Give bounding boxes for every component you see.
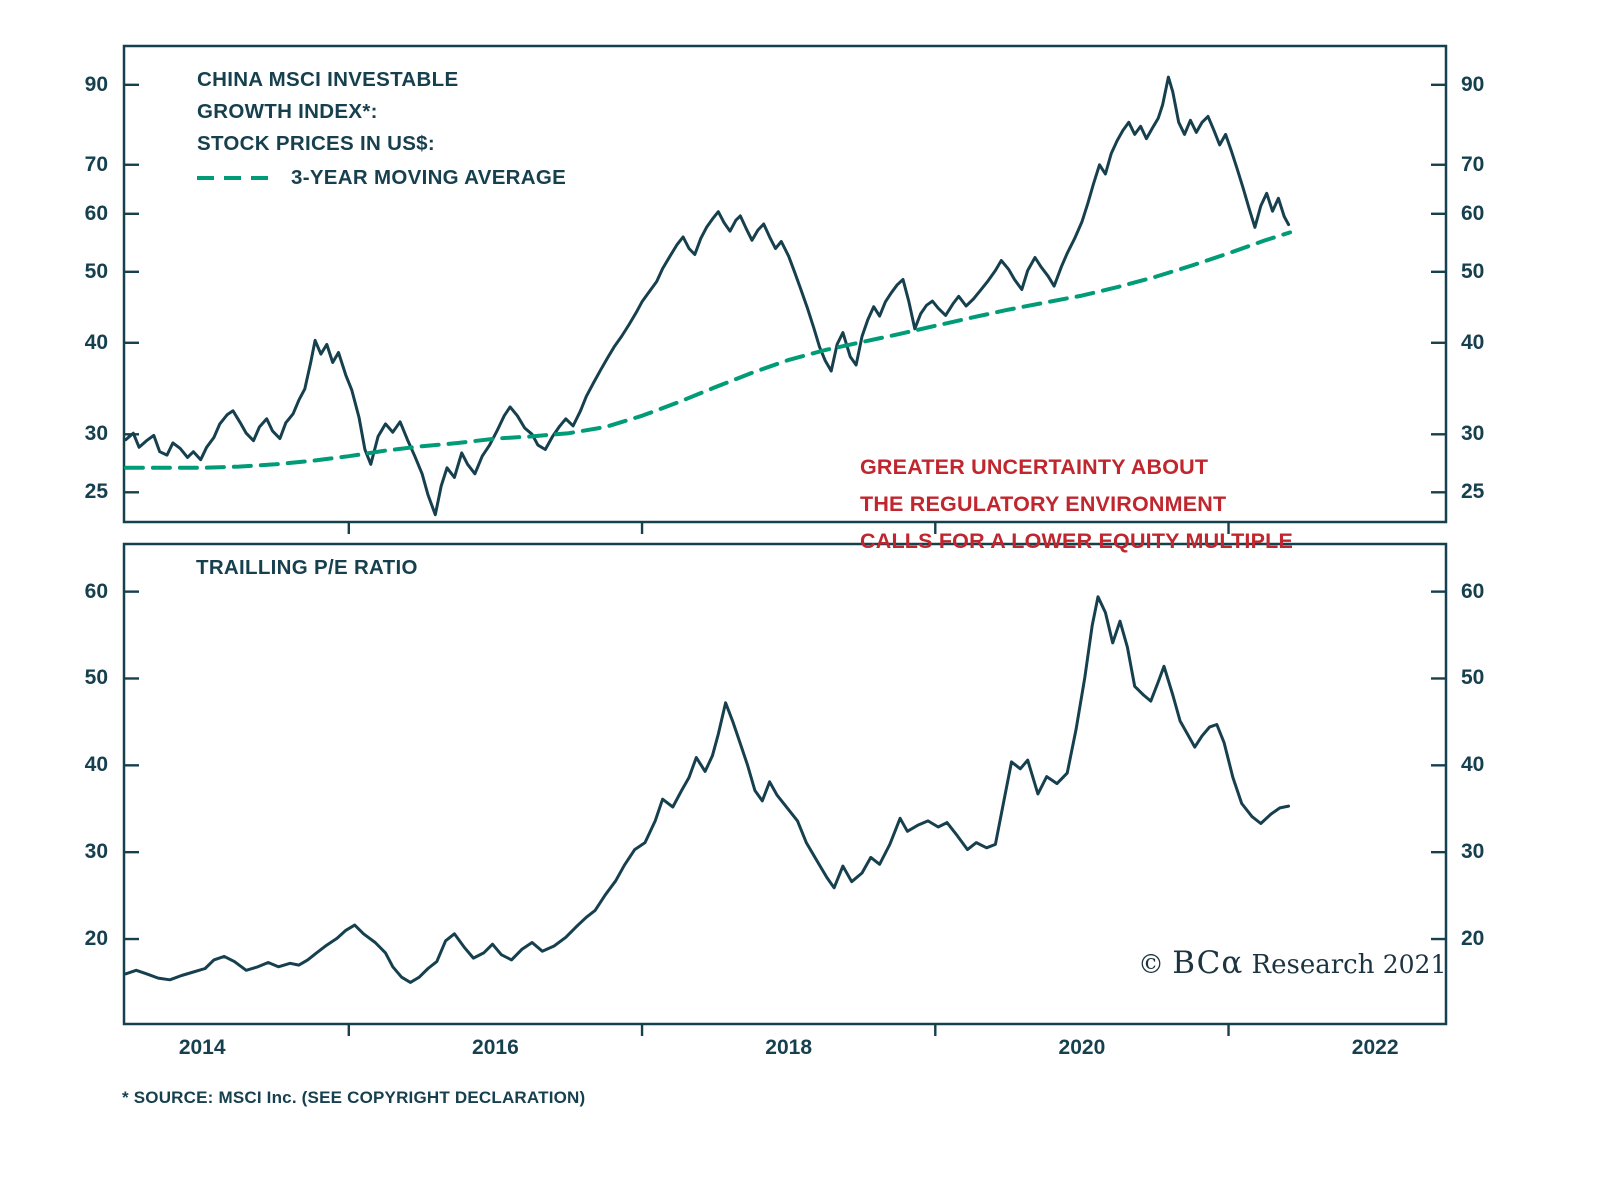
- x-axis-label: 2020: [1058, 1036, 1106, 1059]
- legend: 3-YEAR MOVING AVERAGE: [197, 162, 566, 194]
- annotation-line-1: GREATER UNCERTAINTY ABOUT: [860, 455, 1209, 479]
- y-axis-label: 40: [1461, 330, 1485, 354]
- x-axis-label: 2016: [472, 1036, 519, 1059]
- annotation-text: GREATER UNCERTAINTY ABOUT THE REGULATORY…: [860, 449, 1293, 560]
- dashed-line-sample-icon: [197, 176, 277, 180]
- top-panel-title: CHINA MSCI INVESTABLE GROWTH INDEX*: STO…: [197, 64, 566, 194]
- y-axis-label: 50: [84, 259, 108, 283]
- series-moving-average: [123, 230, 1293, 470]
- legend-label: 3-YEAR MOVING AVERAGE: [291, 166, 567, 189]
- source-note: * SOURCE: MSCI Inc. (SEE COPYRIGHT DECLA…: [122, 1088, 586, 1107]
- copyright-symbol: ©: [1138, 950, 1173, 980]
- plot-area: [122, 542, 1448, 1036]
- title-line-1: CHINA MSCI INVESTABLE: [197, 68, 459, 91]
- y-axis-label: 40: [1461, 753, 1485, 777]
- y-axis-label: 50: [1461, 259, 1485, 283]
- pe-ratio-chart-panel: [122, 542, 1448, 1036]
- y-axis-label: 90: [84, 72, 108, 96]
- y-axis-label: 60: [84, 201, 108, 225]
- y-axis-label: 60: [84, 579, 108, 603]
- series-line: [124, 595, 1291, 984]
- plot-area: [122, 44, 1448, 534]
- y-axis-label: 30: [1461, 422, 1485, 446]
- y-axis-label: 70: [1461, 152, 1485, 176]
- copyright-name: Research: [1243, 950, 1383, 980]
- y-axis-label: 40: [84, 753, 108, 777]
- title-line-2: GROWTH INDEX*:: [197, 100, 378, 123]
- y-axis-label: 90: [1461, 72, 1485, 96]
- copyright-year: 2021: [1382, 950, 1447, 979]
- title-line-3: STOCK PRICES IN US$:: [197, 132, 435, 155]
- y-axis-label: 40: [84, 330, 108, 354]
- series-line: [124, 75, 1291, 517]
- annotation-line-3: CALLS FOR A LOWER EQUITY MULTIPLE: [860, 529, 1293, 553]
- y-axis-label: 50: [1461, 666, 1485, 690]
- x-axis-label: 2018: [765, 1036, 813, 1059]
- y-axis-label: 30: [1461, 840, 1485, 864]
- x-axis-label: 2014: [178, 1036, 226, 1059]
- y-axis-label: 30: [84, 840, 108, 864]
- bca-logo: BCα: [1172, 945, 1244, 981]
- x-axis-label: 2022: [1351, 1036, 1399, 1059]
- copyright: © BCα Research 2021: [1138, 945, 1446, 981]
- y-axis-label: 60: [1461, 579, 1485, 603]
- y-axis-label: 30: [84, 422, 108, 446]
- y-axis-label: 70: [84, 152, 108, 176]
- bottom-panel-title: TRAILLING P/E RATIO: [196, 556, 418, 579]
- y-axis-label: 20: [84, 927, 108, 951]
- annotation-line-2: THE REGULATORY ENVIRONMENT: [860, 492, 1227, 516]
- y-axis-label: 60: [1461, 201, 1485, 225]
- y-axis-label: 25: [1461, 480, 1485, 504]
- y-axis-label: 50: [84, 666, 108, 690]
- y-axis-label: 20: [1461, 927, 1485, 951]
- price-chart-panel: [122, 44, 1448, 534]
- y-axis-label: 25: [84, 480, 108, 504]
